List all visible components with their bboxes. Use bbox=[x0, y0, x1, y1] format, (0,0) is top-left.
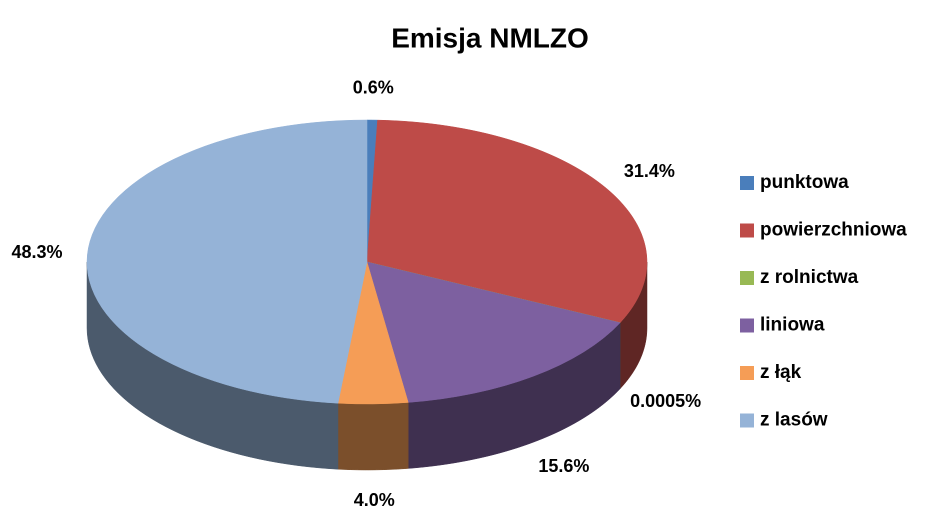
slice bbox=[366, 261, 621, 403]
legend-label: z łąk bbox=[760, 362, 802, 383]
legend-label: liniowa bbox=[760, 315, 825, 336]
slice bbox=[366, 119, 648, 323]
data-label: 0.6% bbox=[353, 78, 394, 98]
slice bbox=[86, 119, 368, 404]
data-label: 15.6% bbox=[538, 456, 589, 476]
slice-side bbox=[337, 402, 409, 471]
legend-swatch bbox=[740, 271, 754, 285]
data-label: 31.4% bbox=[624, 161, 675, 181]
chart-title: Emisja NMLZO bbox=[391, 22, 589, 53]
legend-label: punktowa bbox=[760, 172, 849, 193]
legend-swatch bbox=[740, 318, 754, 333]
legend-swatch bbox=[740, 176, 754, 190]
legend-swatch bbox=[740, 366, 754, 380]
legend-label: z rolnictwa bbox=[760, 267, 859, 288]
data-label: 0.0005% bbox=[630, 391, 701, 411]
data-label: 4.0% bbox=[354, 490, 395, 510]
data-label: 48.3% bbox=[12, 242, 63, 262]
legend-swatch bbox=[740, 223, 754, 238]
legend-swatch bbox=[740, 413, 754, 428]
legend-label: powierzchniowa bbox=[760, 220, 907, 241]
legend-label: z lasów bbox=[760, 410, 828, 431]
